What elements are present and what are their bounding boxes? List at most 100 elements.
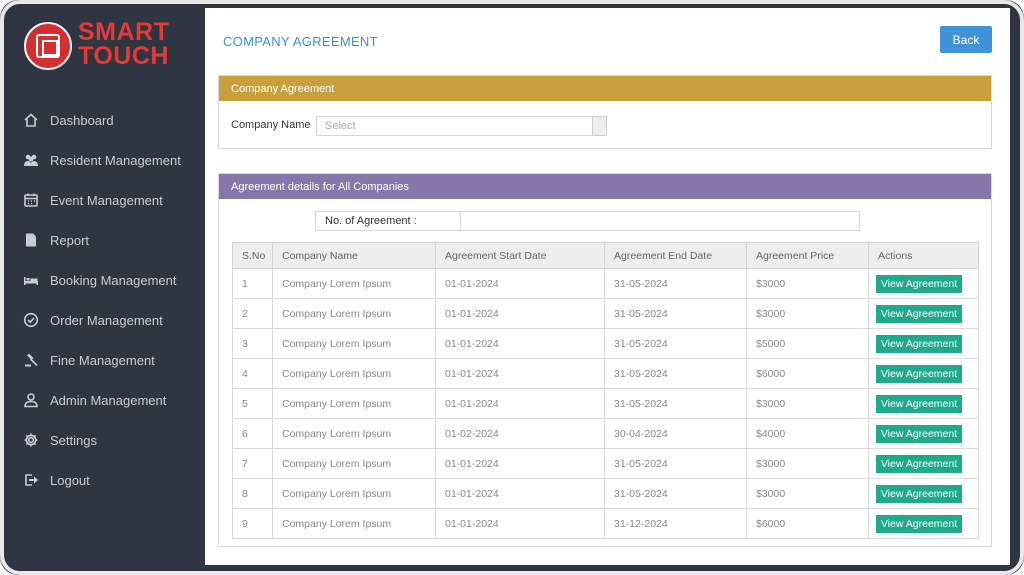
- view-agreement-button[interactable]: View Agreement: [876, 274, 962, 293]
- cell-end-date: 31-05-2024: [604, 448, 747, 479]
- company-agreement-header: Company Agreement: [219, 76, 991, 101]
- table-row: 2 Company Lorem Ipsum 01-01-2024 31-05-2…: [232, 298, 979, 329]
- table-row: 7 Company Lorem Ipsum 01-01-2024 31-05-2…: [232, 448, 979, 479]
- company-name-select[interactable]: Select: [316, 116, 607, 136]
- cell-actions: View Agreement: [868, 508, 979, 539]
- cell-actions: View Agreement: [868, 418, 979, 449]
- main-panel: COMPANY AGREEMENT Back Company Agreement…: [205, 8, 1010, 565]
- cell-price: $3000: [746, 478, 869, 509]
- view-agreement-button[interactable]: View Agreement: [876, 454, 962, 473]
- cell-start-date: 01-01-2024: [435, 478, 605, 509]
- calendar-icon: [22, 191, 40, 209]
- table-row: 5 Company Lorem Ipsum 01-01-2024 31-05-2…: [232, 388, 979, 419]
- cell-company-name: Company Lorem Ipsum: [272, 418, 436, 449]
- brand-line-1: SMART: [78, 18, 170, 46]
- sidebar-item-logout[interactable]: Logout: [0, 460, 205, 500]
- back-button[interactable]: Back: [940, 26, 992, 53]
- sidebar-item-label: Fine Management: [50, 352, 155, 368]
- cell-sno: 1: [232, 268, 273, 299]
- cell-price: $6000: [746, 358, 869, 389]
- bed-icon: [22, 271, 40, 289]
- cell-sno: 7: [232, 448, 273, 479]
- cell-end-date: 31-12-2024: [604, 508, 747, 539]
- cell-sno: 2: [232, 298, 273, 329]
- agreements-table: S.No Company Name Agreement Start Date A…: [232, 242, 979, 539]
- sidebar-item-order-management[interactable]: Order Management: [0, 300, 205, 340]
- sidebar-item-settings[interactable]: Settings: [0, 420, 205, 460]
- sidebar-nav: Dashboard Resident Management Event Mana…: [0, 100, 205, 500]
- cell-company-name: Company Lorem Ipsum: [272, 478, 436, 509]
- sidebar-item-admin-management[interactable]: Admin Management: [0, 380, 205, 420]
- sidebar-item-event-management[interactable]: Event Management: [0, 180, 205, 220]
- sidebar: SMART TOUCH Dashboard Resident Managemen…: [0, 0, 205, 575]
- cell-price: $3000: [746, 388, 869, 419]
- sidebar-item-dashboard[interactable]: Dashboard: [0, 100, 205, 140]
- cell-start-date: 01-01-2024: [435, 388, 605, 419]
- agreement-details-header: Agreement details for All Companies: [219, 174, 991, 199]
- view-agreement-button[interactable]: View Agreement: [876, 334, 962, 353]
- check-circle-icon: [22, 311, 40, 329]
- column-header-end-date: Agreement End Date: [604, 242, 747, 269]
- cell-start-date: 01-01-2024: [435, 268, 605, 299]
- cell-end-date: 30-04-2024: [604, 418, 747, 449]
- sidebar-item-label: Report: [50, 232, 90, 248]
- view-agreement-button[interactable]: View Agreement: [876, 394, 962, 413]
- cell-start-date: 01-01-2024: [435, 328, 605, 359]
- column-header-sno: S.No: [232, 242, 273, 269]
- cell-price: $3000: [746, 448, 869, 479]
- brand-logo: SMART TOUCH: [24, 20, 184, 72]
- column-header-actions: Actions: [868, 242, 979, 269]
- cell-start-date: 01-01-2024: [435, 508, 605, 539]
- table-row: 4 Company Lorem Ipsum 01-01-2024 31-05-2…: [232, 358, 979, 389]
- cell-actions: View Agreement: [868, 298, 979, 329]
- table-row: 1 Company Lorem Ipsum 01-01-2024 31-05-2…: [232, 268, 979, 299]
- sidebar-item-label: Dashboard: [50, 112, 114, 128]
- cell-end-date: 31-05-2024: [604, 388, 747, 419]
- cell-end-date: 31-05-2024: [604, 328, 747, 359]
- agreement-count-value: [461, 212, 859, 230]
- cell-price: $6000: [746, 508, 869, 539]
- sidebar-item-label: Logout: [50, 472, 90, 488]
- table-row: 8 Company Lorem Ipsum 01-01-2024 31-05-2…: [232, 478, 979, 509]
- cell-price: $5000: [746, 328, 869, 359]
- cell-company-name: Company Lorem Ipsum: [272, 448, 436, 479]
- gavel-icon: [22, 351, 40, 369]
- cell-company-name: Company Lorem Ipsum: [272, 268, 436, 299]
- brand-line-2: TOUCH: [78, 42, 169, 70]
- column-header-company-name: Company Name: [272, 242, 436, 269]
- view-agreement-button[interactable]: View Agreement: [876, 364, 962, 383]
- view-agreement-button[interactable]: View Agreement: [876, 514, 962, 533]
- cell-actions: View Agreement: [868, 448, 979, 479]
- cell-company-name: Company Lorem Ipsum: [272, 328, 436, 359]
- select-placeholder: Select: [325, 120, 356, 132]
- cell-end-date: 31-05-2024: [604, 478, 747, 509]
- cell-actions: View Agreement: [868, 388, 979, 419]
- cell-sno: 3: [232, 328, 273, 359]
- cell-end-date: 31-05-2024: [604, 268, 747, 299]
- cell-price: $4000: [746, 418, 869, 449]
- logout-icon: [22, 471, 40, 489]
- cell-sno: 6: [232, 418, 273, 449]
- agreement-details-card: Agreement details for All Companies No. …: [218, 173, 992, 547]
- sidebar-item-booking-management[interactable]: Booking Management: [0, 260, 205, 300]
- view-agreement-button[interactable]: View Agreement: [876, 424, 962, 443]
- table-row: 9 Company Lorem Ipsum 01-01-2024 31-12-2…: [232, 508, 979, 539]
- cell-start-date: 01-02-2024: [435, 418, 605, 449]
- view-agreement-button[interactable]: View Agreement: [876, 304, 962, 323]
- table-header-row: S.No Company Name Agreement Start Date A…: [232, 242, 979, 269]
- document-icon: [22, 231, 40, 249]
- cell-sno: 4: [232, 358, 273, 389]
- cell-company-name: Company Lorem Ipsum: [272, 358, 436, 389]
- cell-price: $3000: [746, 268, 869, 299]
- cell-start-date: 01-01-2024: [435, 298, 605, 329]
- gear-icon: [22, 431, 40, 449]
- sidebar-item-resident-management[interactable]: Resident Management: [0, 140, 205, 180]
- cell-sno: 5: [232, 388, 273, 419]
- agreement-count-label: No. of Agreement :: [316, 212, 461, 230]
- view-agreement-button[interactable]: View Agreement: [876, 484, 962, 503]
- home-icon: [22, 111, 40, 129]
- dropdown-toggle-icon[interactable]: [592, 116, 607, 136]
- sidebar-item-fine-management[interactable]: Fine Management: [0, 340, 205, 380]
- sidebar-item-label: Booking Management: [50, 272, 177, 288]
- sidebar-item-report[interactable]: Report: [0, 220, 205, 260]
